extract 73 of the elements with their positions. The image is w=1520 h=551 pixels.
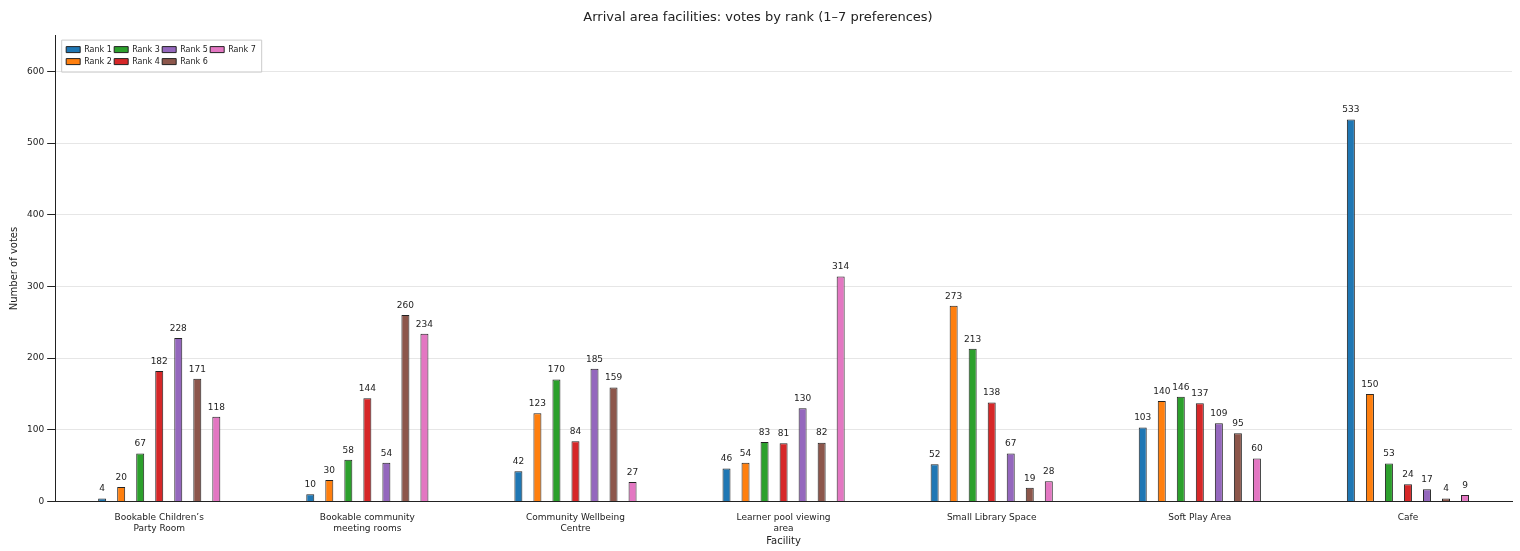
- data-label: 67: [1005, 438, 1017, 449]
- data-label: 83: [758, 426, 771, 437]
- legend-label: Rank 6: [180, 56, 208, 66]
- legend-label: Rank 4: [132, 56, 160, 66]
- y-tick-label: 500: [26, 137, 45, 148]
- y-tick-label: 100: [26, 424, 45, 435]
- legend-label: Rank 5: [180, 44, 208, 54]
- legend-label: Rank 3: [132, 44, 160, 54]
- chart-title: Arrival area facilities: votes by rank (1–7 preferences): [583, 9, 933, 25]
- data-label: 4: [99, 483, 106, 494]
- data-label: 130: [794, 393, 812, 404]
- data-label: 260: [396, 299, 415, 310]
- x-tick-label: Soft Play Area: [1168, 512, 1232, 523]
- legend-label: Rank 2: [84, 56, 112, 66]
- data-label: 54: [739, 447, 752, 458]
- data-label: 24: [1402, 469, 1414, 480]
- data-label: 137: [1191, 388, 1209, 399]
- data-label: 103: [1134, 412, 1152, 423]
- legend-label: Rank 7: [228, 44, 256, 54]
- y-tick-label: 0: [38, 495, 45, 506]
- data-label: 171: [188, 363, 206, 374]
- x-axis-title: Facility: [766, 534, 801, 546]
- legend-label: Rank 1: [84, 44, 112, 54]
- data-label: 30: [323, 464, 336, 475]
- data-label: 19: [1024, 472, 1036, 483]
- data-label: 52: [928, 448, 941, 459]
- data-label: 182: [150, 355, 168, 366]
- y-tick-label: 300: [26, 280, 45, 291]
- data-label: 144: [358, 383, 377, 394]
- data-label: 109: [1210, 408, 1228, 419]
- data-label: 213: [964, 333, 982, 344]
- data-label: 95: [1232, 418, 1244, 429]
- data-label: 138: [983, 387, 1001, 398]
- data-label: 4: [1443, 483, 1450, 494]
- data-label: 17: [1421, 474, 1433, 485]
- data-label: 146: [1172, 381, 1190, 392]
- x-tick-label: Small Library Space: [946, 512, 1037, 523]
- data-label: 82: [815, 427, 828, 438]
- data-label: 53: [1383, 448, 1395, 459]
- data-label: 67: [134, 438, 146, 449]
- data-label: 28: [1043, 466, 1055, 477]
- data-label: 58: [342, 444, 355, 455]
- x-tick-label: Bookable community meeting rooms: [319, 512, 416, 533]
- data-label: 42: [512, 456, 525, 467]
- x-tick-label: Bookable Children’s Party Room: [114, 512, 205, 533]
- y-tick-label: 400: [26, 209, 45, 220]
- data-label: 314: [832, 261, 850, 272]
- data-label: 170: [547, 364, 566, 375]
- data-label: 533: [1342, 104, 1360, 115]
- data-label: 81: [777, 428, 790, 439]
- data-label: 84: [569, 426, 582, 437]
- data-label: 140: [1153, 385, 1171, 396]
- data-label: 10: [304, 479, 317, 490]
- data-label: 27: [626, 466, 639, 477]
- y-axis-title: Number of votes: [7, 226, 19, 311]
- x-tick-label: Learner pool viewing area: [736, 512, 831, 533]
- data-label: 54: [380, 447, 393, 458]
- data-label: 118: [207, 401, 226, 412]
- data-label: 60: [1251, 443, 1263, 454]
- data-label: 185: [585, 353, 604, 364]
- data-label: 234: [415, 318, 434, 329]
- data-label: 228: [169, 322, 188, 333]
- data-label: 123: [528, 398, 547, 409]
- x-tick-label: Cafe: [1397, 512, 1419, 523]
- data-label: 159: [604, 372, 623, 383]
- data-label: 150: [1361, 378, 1379, 389]
- x-tick-label: Community Wellbeing Centre: [525, 512, 625, 533]
- data-label: 9: [1462, 479, 1469, 490]
- data-label: 46: [720, 453, 733, 464]
- y-tick-label: 200: [26, 352, 45, 363]
- data-label: 20: [115, 471, 128, 482]
- data-label: 273: [945, 290, 963, 301]
- y-tick-label: 600: [26, 65, 45, 76]
